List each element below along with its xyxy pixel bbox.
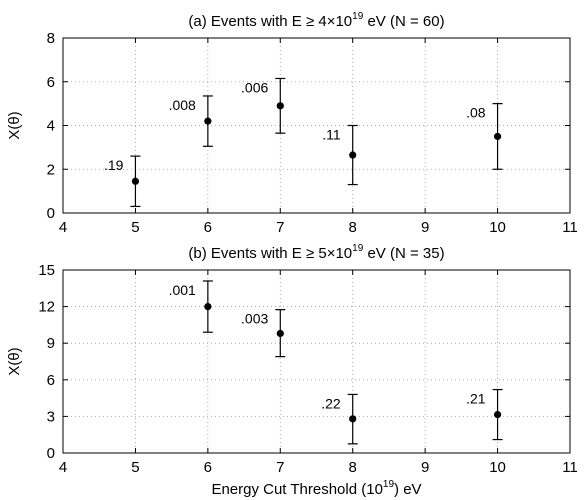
y-tick-label: 2 (47, 161, 55, 178)
y-tick-label: 4 (47, 118, 55, 135)
y-tick-label: 0 (47, 445, 55, 462)
data-point (349, 151, 357, 159)
x-tick-label: 5 (131, 219, 139, 236)
point-label: .11 (322, 127, 341, 143)
point-label: .006 (241, 79, 268, 95)
x-tick-label: 4 (59, 459, 67, 476)
x-tick-label: 8 (349, 459, 357, 476)
point-label: .008 (169, 97, 196, 113)
point-label: .21 (466, 391, 486, 407)
x-tick-label: 6 (204, 459, 212, 476)
x-tick-label: 7 (276, 219, 284, 236)
y-tick-label: 9 (47, 335, 55, 352)
point-label: .08 (466, 105, 486, 121)
point-label: .19 (104, 157, 124, 173)
x-tick-label: 11 (562, 459, 578, 476)
data-point (276, 102, 284, 110)
y-tick-label: 12 (38, 299, 55, 316)
chart-title: (b) Events with E ≥ 5×1019 eV (N = 35) (188, 243, 444, 262)
chart-title: (a) Events with E ≥ 4×1019 eV (N = 60) (188, 11, 444, 30)
point-label: .001 (169, 282, 196, 298)
x-tick-label: 5 (131, 459, 139, 476)
y-tick-label: 8 (47, 30, 55, 47)
y-axis-label: X(θ) (6, 111, 23, 139)
x-tick-label: 11 (562, 219, 578, 236)
data-point (276, 329, 284, 338)
x-tick-label: 8 (349, 219, 357, 236)
data-point (493, 132, 502, 141)
data-point (349, 415, 357, 423)
y-tick-label: 6 (47, 372, 55, 389)
y-axis-label: X(θ) (6, 347, 23, 375)
x-tick-label: 9 (421, 459, 429, 476)
x-tick-label: 10 (489, 459, 506, 476)
x-tick-label: 4 (59, 219, 67, 236)
x-tick-label: 7 (276, 459, 284, 476)
data-point (131, 177, 140, 185)
data-point (204, 303, 212, 311)
y-tick-label: 15 (38, 262, 55, 279)
x-tick-label: 6 (204, 219, 212, 236)
x-axis-label: Energy Cut Threshold (1019) eV (211, 479, 421, 498)
y-tick-label: 6 (47, 74, 55, 91)
y-tick-label: 3 (47, 408, 55, 425)
panel-a: 4 5 6 7 8 9 10 11 0 2 4 6 8 (a) Events with E ≥ 4×101… (6, 11, 578, 236)
x-tick-label: 9 (421, 219, 429, 236)
point-label: .22 (321, 395, 341, 411)
plot-area (63, 270, 570, 453)
axes-frame (62, 269, 571, 454)
y-tick-label: 0 (47, 205, 55, 222)
x-tick-label: 10 (489, 219, 506, 236)
panel-b: 4 5 6 7 8 9 10 11 0 3 6 9 12 15 (b) Events with E ≥ 5×… (6, 243, 578, 498)
point-label: .003 (241, 311, 268, 327)
data-point (204, 117, 212, 125)
data-point (493, 410, 502, 419)
